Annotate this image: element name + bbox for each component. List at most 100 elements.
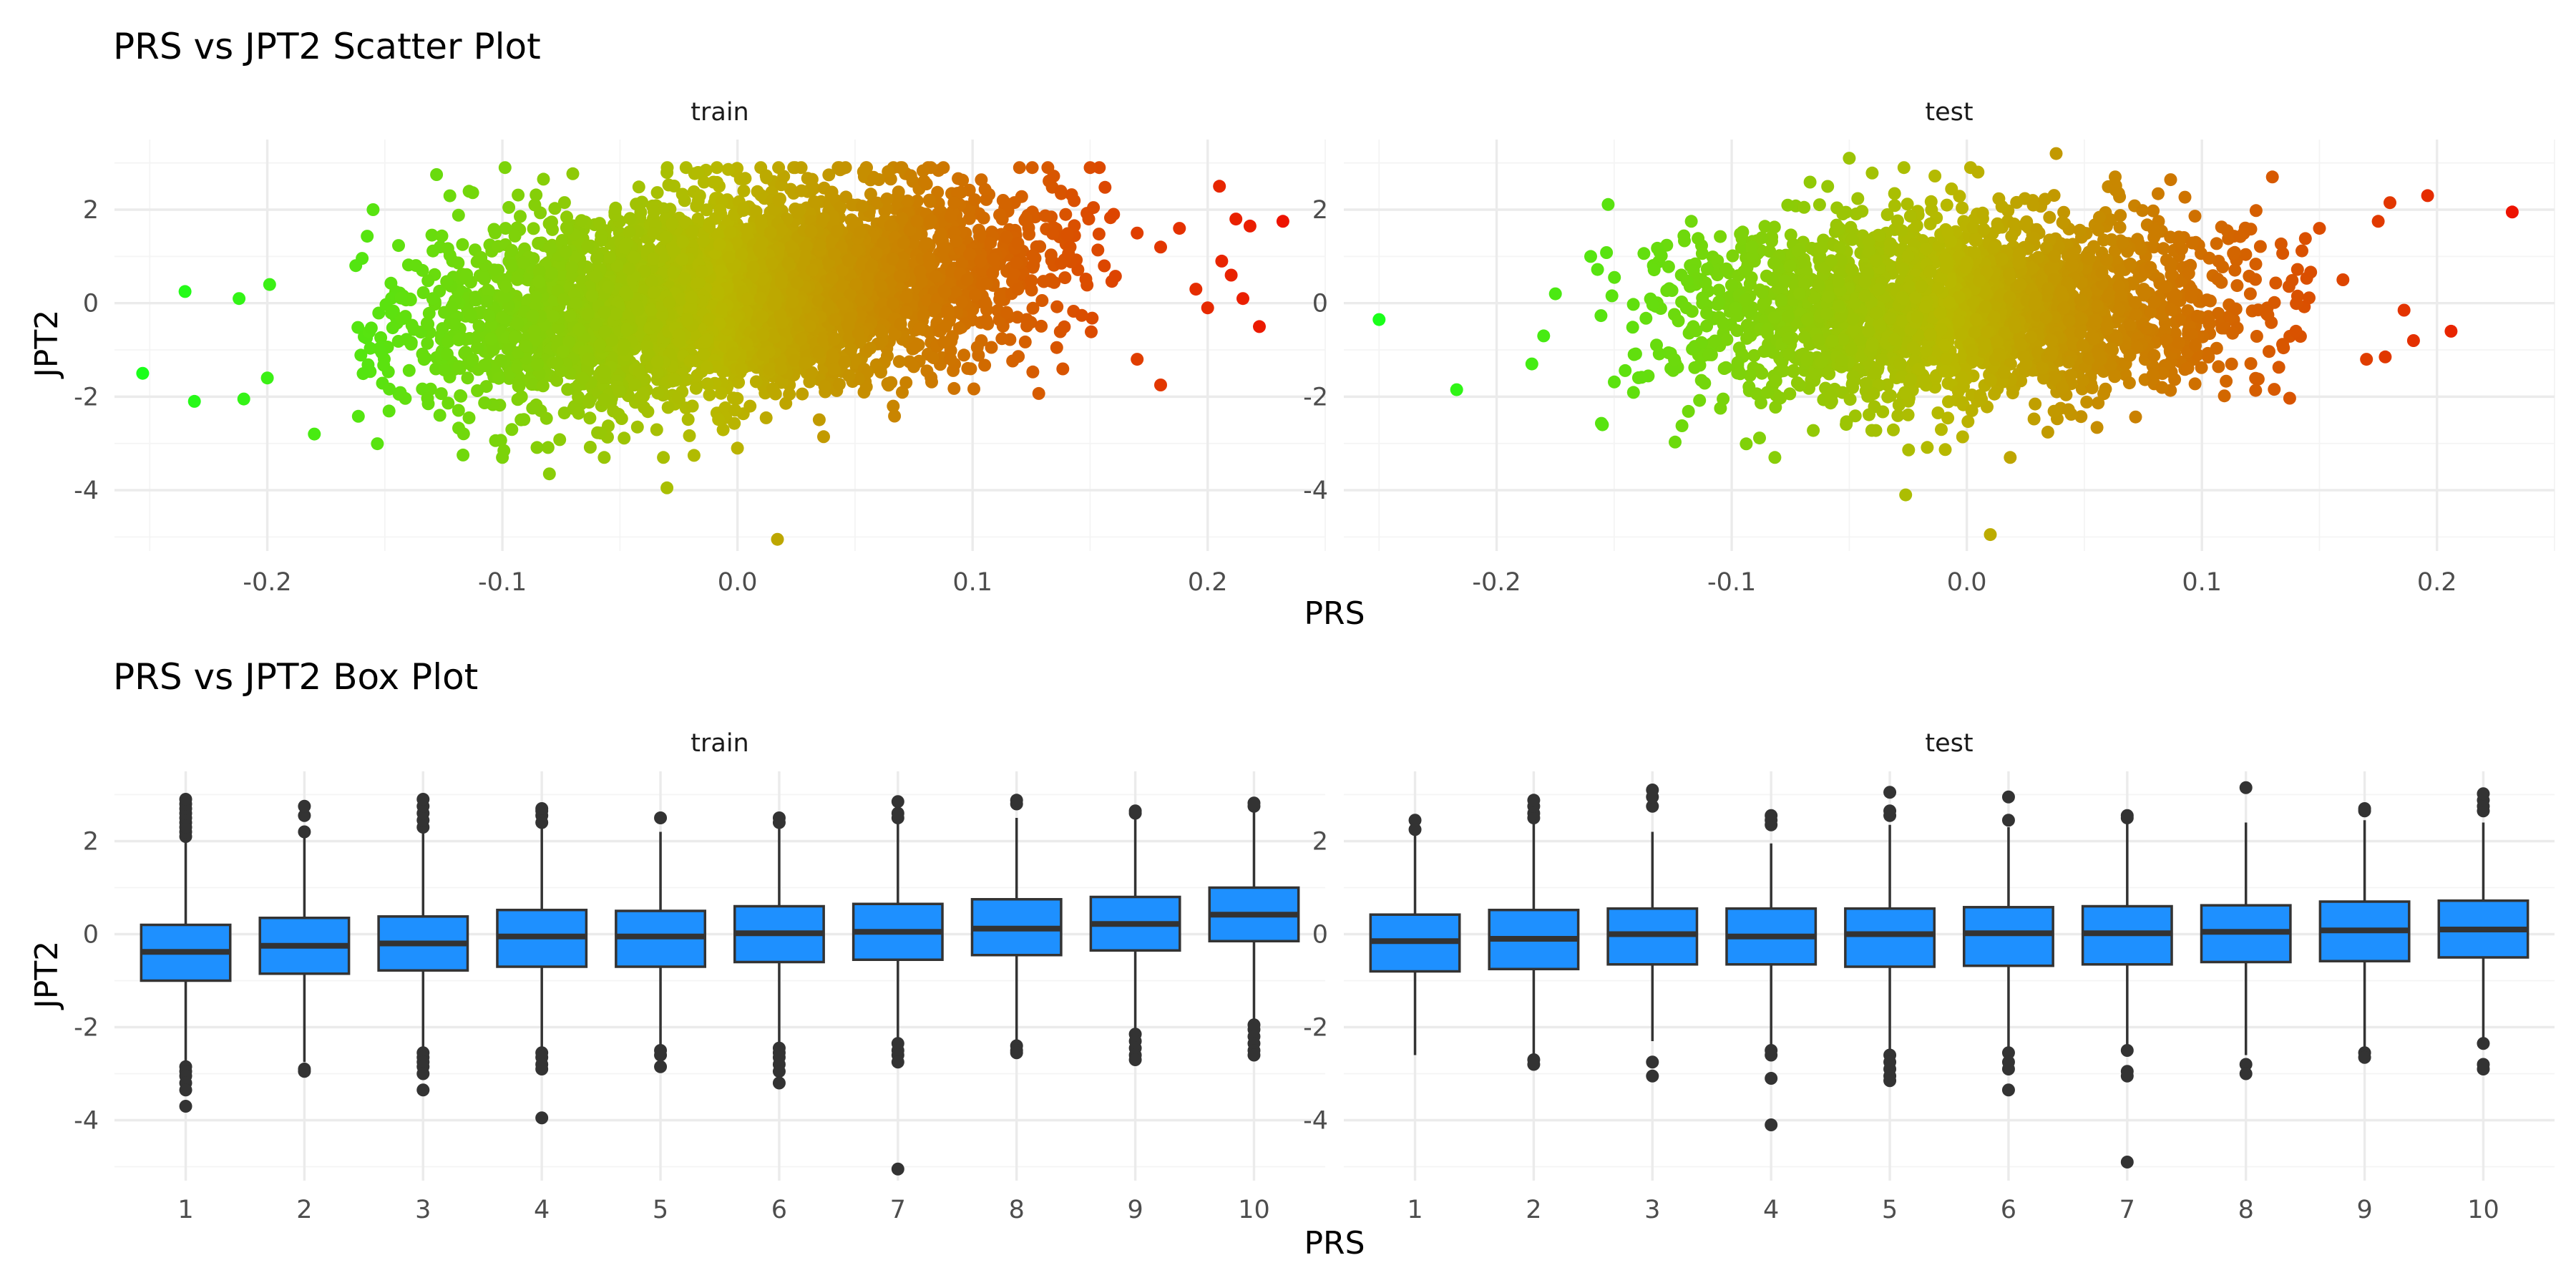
scatter-train-point [665, 217, 679, 230]
scatter-train-point [452, 404, 465, 417]
scatter-train-point [421, 391, 434, 405]
scatter-train-point [818, 379, 831, 393]
scatter-train-point [803, 319, 816, 333]
scatter-y-axis-title: JPT2 [29, 310, 65, 379]
scatter-train-point [1050, 341, 1063, 354]
scatter-train-point [1026, 301, 1040, 315]
scatter-train-point [422, 306, 436, 320]
scatter-train-x-tick-label: 0.1 [952, 568, 992, 597]
scatter-train-point [498, 161, 512, 175]
scatter-train-point [697, 347, 711, 361]
scatter-train-point [884, 219, 897, 233]
scatter-train-point [944, 352, 957, 366]
scatter-train-point [452, 256, 465, 270]
scatter-train-point [836, 297, 850, 311]
scatter-train-point [511, 361, 525, 374]
scatter-train-point [399, 391, 412, 405]
scatter-train-point [650, 318, 663, 332]
scatter-train-point [1035, 294, 1049, 307]
scatter-train-point [825, 185, 839, 199]
scatter-train-point [438, 364, 452, 377]
scatter-train-point [598, 325, 612, 338]
scatter-train-point [827, 333, 841, 346]
scatter-train-point [632, 180, 645, 194]
scatter-train-point [676, 235, 690, 248]
scatter-train-point [1026, 249, 1040, 263]
scatter-train-point [1027, 258, 1040, 272]
scatter-train-point [396, 312, 409, 326]
scatter-train-point [460, 268, 474, 281]
scatter-train-point [545, 266, 559, 280]
scatter-train-point [585, 289, 599, 303]
scatter-test-point [2249, 384, 2263, 397]
scatter-train-point [763, 225, 777, 239]
scatter-train-point [1023, 228, 1036, 241]
scatter-train-point [667, 265, 680, 279]
scatter-train-y-tick-label: 2 [83, 196, 99, 225]
scatter-test-point [2027, 412, 2041, 426]
scatter-train-point [974, 254, 987, 268]
scatter-train-point [962, 212, 976, 225]
scatter-train-point [351, 321, 365, 334]
scatter-test-strip-label: test [1925, 98, 1973, 127]
scatter-train-point [560, 210, 573, 224]
scatter-train-point [1011, 283, 1025, 296]
scatter-train-point [526, 309, 540, 323]
scatter-train-point [1243, 219, 1257, 233]
scatter-train-point [462, 411, 476, 424]
scatter-train-point [821, 300, 835, 313]
scatter-train-point [550, 356, 564, 369]
scatter-train-point [728, 404, 742, 417]
scatter-train-point [942, 306, 955, 320]
scatter-train-point [648, 205, 660, 218]
scatter-train-point [557, 293, 570, 306]
scatter-train-point [542, 217, 556, 230]
scatter-train-point [1050, 300, 1064, 313]
scatter-train-point [949, 286, 962, 299]
scatter-train-point [850, 244, 864, 258]
scatter-train-point [510, 273, 524, 286]
scatter-train-point [713, 203, 727, 217]
scatter-train-point [783, 387, 796, 401]
scatter-train-point [804, 225, 818, 238]
scatter-train-point [593, 338, 607, 351]
scatter-train-point [484, 332, 498, 346]
scatter-train-point [557, 196, 571, 210]
scatter-train-point [659, 230, 673, 244]
scatter-train-point [874, 366, 887, 379]
scatter-train-point [856, 200, 869, 213]
scatter-train-point [672, 328, 686, 341]
scatter-train-point [136, 366, 150, 380]
scatter-train-point [1025, 283, 1038, 297]
scatter-train-point [882, 165, 895, 178]
scatter-train-point [842, 369, 856, 382]
scatter-train-point [909, 340, 923, 353]
scatter-train-point [623, 262, 635, 275]
scatter-train-y-tick-label: -4 [74, 477, 99, 505]
scatter-train-point [660, 481, 674, 494]
scatter-train-x-tick-label: -0.2 [243, 568, 291, 597]
scatter-train-point [612, 407, 625, 421]
scatter-train-point [474, 250, 488, 264]
scatter-test-point [2283, 391, 2296, 405]
scatter-train-point [743, 399, 757, 413]
scatter-train-point [929, 270, 942, 283]
scatter-train-point [662, 178, 675, 192]
scatter-train-point [919, 237, 932, 250]
scatter-test-point [2298, 232, 2312, 245]
scatter-train-point [452, 208, 465, 222]
scatter-train-point [970, 341, 984, 354]
scatter-train-point [775, 223, 789, 237]
scatter-train-point [956, 173, 970, 187]
scatter-train-point [597, 306, 611, 319]
scatter-test-point [2164, 173, 2177, 187]
scatter-train-point [618, 431, 631, 445]
scatter-train-point [1038, 209, 1052, 223]
scatter-train-point [452, 333, 466, 347]
scatter-train-point [603, 250, 617, 264]
scatter-train-point [986, 266, 1000, 280]
box-x-axis-title: PRS [1304, 1225, 1365, 1262]
scatter-train-point [572, 406, 585, 420]
